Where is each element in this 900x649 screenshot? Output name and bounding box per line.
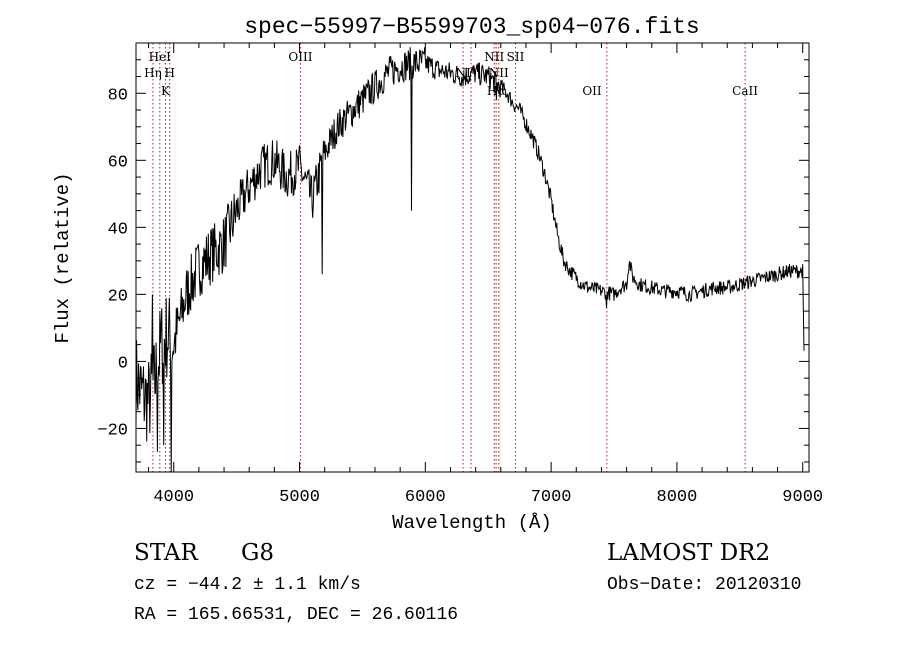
line-marker-label: OIII bbox=[288, 50, 312, 64]
line-marker-label: NII bbox=[484, 50, 504, 64]
y-tick-label: 60 bbox=[108, 153, 128, 172]
object-class: STAR bbox=[134, 540, 198, 566]
y-tick-label: 40 bbox=[108, 220, 128, 239]
spectrum-line bbox=[135, 47, 805, 473]
object-subclass: G8 bbox=[241, 540, 274, 566]
line-marker-label: K bbox=[161, 84, 171, 98]
x-tick-label: 9000 bbox=[782, 488, 823, 507]
x-tick-label: 4000 bbox=[153, 488, 194, 507]
y-tick-label: 20 bbox=[108, 287, 128, 306]
y-tick-label: 0 bbox=[118, 354, 128, 373]
plot-frame bbox=[135, 42, 810, 473]
redshift-text: cz = −44.2 ± 1.1 km/s bbox=[134, 575, 361, 595]
line-marker-label: NII bbox=[489, 66, 509, 80]
chart-title: spec−55997−B5599703_sp04−076.fits bbox=[244, 14, 699, 40]
x-axis-label: Wavelength (Å) bbox=[392, 512, 552, 534]
x-tick-label: 6000 bbox=[405, 488, 446, 507]
line-marker-label: OII bbox=[582, 84, 602, 98]
y-tick-label: −20 bbox=[97, 421, 128, 440]
y-axis-label: Flux (relative) bbox=[52, 172, 74, 343]
line-marker-label: CaII bbox=[732, 84, 758, 98]
y-axis: −20 0 20 40 60 80 bbox=[97, 59, 809, 463]
line-marker-label: HeI bbox=[149, 50, 172, 64]
x-axis: 4000 5000 6000 7000 8000 9000 bbox=[148, 43, 823, 507]
x-tick-label: 7000 bbox=[531, 488, 572, 507]
y-tick-label: 80 bbox=[108, 86, 128, 105]
obs-date: Obs−Date: 20120310 bbox=[607, 575, 801, 595]
survey-name: LAMOST DR2 bbox=[607, 540, 770, 566]
line-marker-label: H bbox=[164, 66, 174, 80]
x-tick-label: 8000 bbox=[657, 488, 698, 507]
coordinates-text: RA = 165.66531, DEC = 26.60116 bbox=[134, 605, 458, 625]
line-marker-label: Hη bbox=[144, 66, 162, 80]
line-marker-label: SII bbox=[507, 50, 525, 64]
x-tick-label: 5000 bbox=[279, 488, 320, 507]
